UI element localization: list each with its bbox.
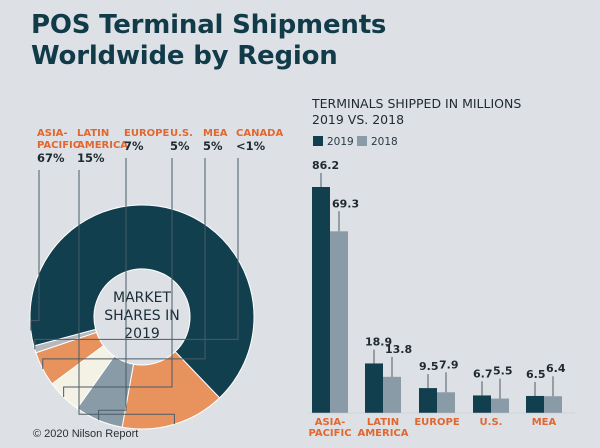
- leader-line-4: [42, 158, 206, 369]
- category-label-0-2: PACIFIC: [308, 428, 351, 439]
- bar-value-label-2019-4: 6.5: [526, 368, 546, 381]
- category-label-1-1: LATIN: [367, 417, 399, 428]
- pie-slice-0: [29, 204, 255, 399]
- leader-line-3: [63, 158, 173, 398]
- slice-value-label-4: 5%: [203, 139, 223, 153]
- slice-value-label-3: 5%: [170, 139, 190, 153]
- leader-line-5: [34, 158, 239, 350]
- bar-2018-4: [544, 396, 562, 413]
- slice-name-label-0-2: PACIFIC: [37, 140, 80, 151]
- slice-value-label-2: 7%: [124, 139, 144, 153]
- slice-value-label-0: 67%: [37, 151, 65, 165]
- category-label-3-1: U.S.: [480, 417, 503, 428]
- bar-value-label-2019-0: 86.2: [312, 159, 339, 172]
- bar-value-label-2018-3: 5.5: [493, 365, 513, 378]
- bar-value-label-2018-2: 7.9: [439, 358, 459, 371]
- title-line-1: POS Terminal Shipments: [31, 10, 387, 40]
- slice-name-label-1-1: LATIN: [77, 128, 109, 139]
- category-label-2-1: EUROPE: [414, 417, 459, 428]
- copyright-text: © 2020 Nilson Report: [33, 428, 139, 440]
- legend-swatch-2019: [313, 136, 323, 146]
- leader-line-2: [98, 158, 127, 421]
- bar-2019-0: [312, 187, 330, 413]
- bar-2018-0: [330, 231, 348, 413]
- bar-value-label-2019-2: 9.5: [419, 360, 439, 373]
- bar-2018-2: [437, 392, 455, 413]
- bar-chart-title-line-1: TERMINALS SHIPPED IN MILLIONS: [311, 96, 521, 111]
- bar-value-label-2018-1: 13.8: [385, 343, 412, 356]
- pie-slice-5: [33, 328, 98, 354]
- slice-name-label-4-1: MEA: [203, 128, 228, 139]
- bar-value-label-2018-4: 6.4: [546, 362, 566, 375]
- bar-chart-title-line-2: 2019 VS. 2018: [312, 112, 404, 127]
- bar-2019-2: [419, 388, 437, 413]
- bar-2018-3: [491, 398, 509, 413]
- pie-center-label-line-2: SHARES IN: [104, 308, 180, 324]
- bar-value-label-2019-1: 18.9: [365, 335, 392, 348]
- legend-label-2019: 2019: [327, 136, 354, 148]
- slice-name-label-3-1: U.S.: [170, 128, 193, 139]
- category-label-0-1: ASIA-: [315, 417, 346, 428]
- bar-2019-4: [526, 395, 544, 413]
- slice-name-label-2-1: EUROPE: [124, 128, 169, 139]
- page-title: POS Terminal Shipments Worldwide by Regi…: [31, 10, 386, 72]
- category-label-1-2: AMERICA: [357, 428, 408, 439]
- legend-label-2018: 2018: [371, 136, 398, 148]
- pie-center-label-line-1: MARKET: [113, 290, 171, 306]
- bar-2019-1: [365, 363, 383, 413]
- slice-name-label-5-1: CANADA: [236, 128, 283, 139]
- bar-value-label-2019-3: 6.7: [473, 367, 493, 380]
- leader-line-0: [30, 170, 40, 331]
- bar-value-label-2018-0: 69.3: [332, 197, 359, 210]
- pie-center-label-line-3: 2019: [124, 326, 160, 342]
- slice-value-label-5: <1%: [236, 139, 266, 153]
- slice-name-label-1-2: AMERICA: [77, 140, 128, 151]
- title-line-2: Worldwide by Region: [31, 41, 338, 71]
- bar-2019-3: [473, 395, 491, 413]
- bar-2018-1: [383, 376, 401, 413]
- leader-line-1: [78, 170, 175, 425]
- slice-value-label-1: 15%: [77, 151, 105, 165]
- legend-swatch-2018: [357, 136, 367, 146]
- slice-name-label-0-1: ASIA-: [37, 128, 68, 139]
- category-label-4-1: MEA: [532, 417, 557, 428]
